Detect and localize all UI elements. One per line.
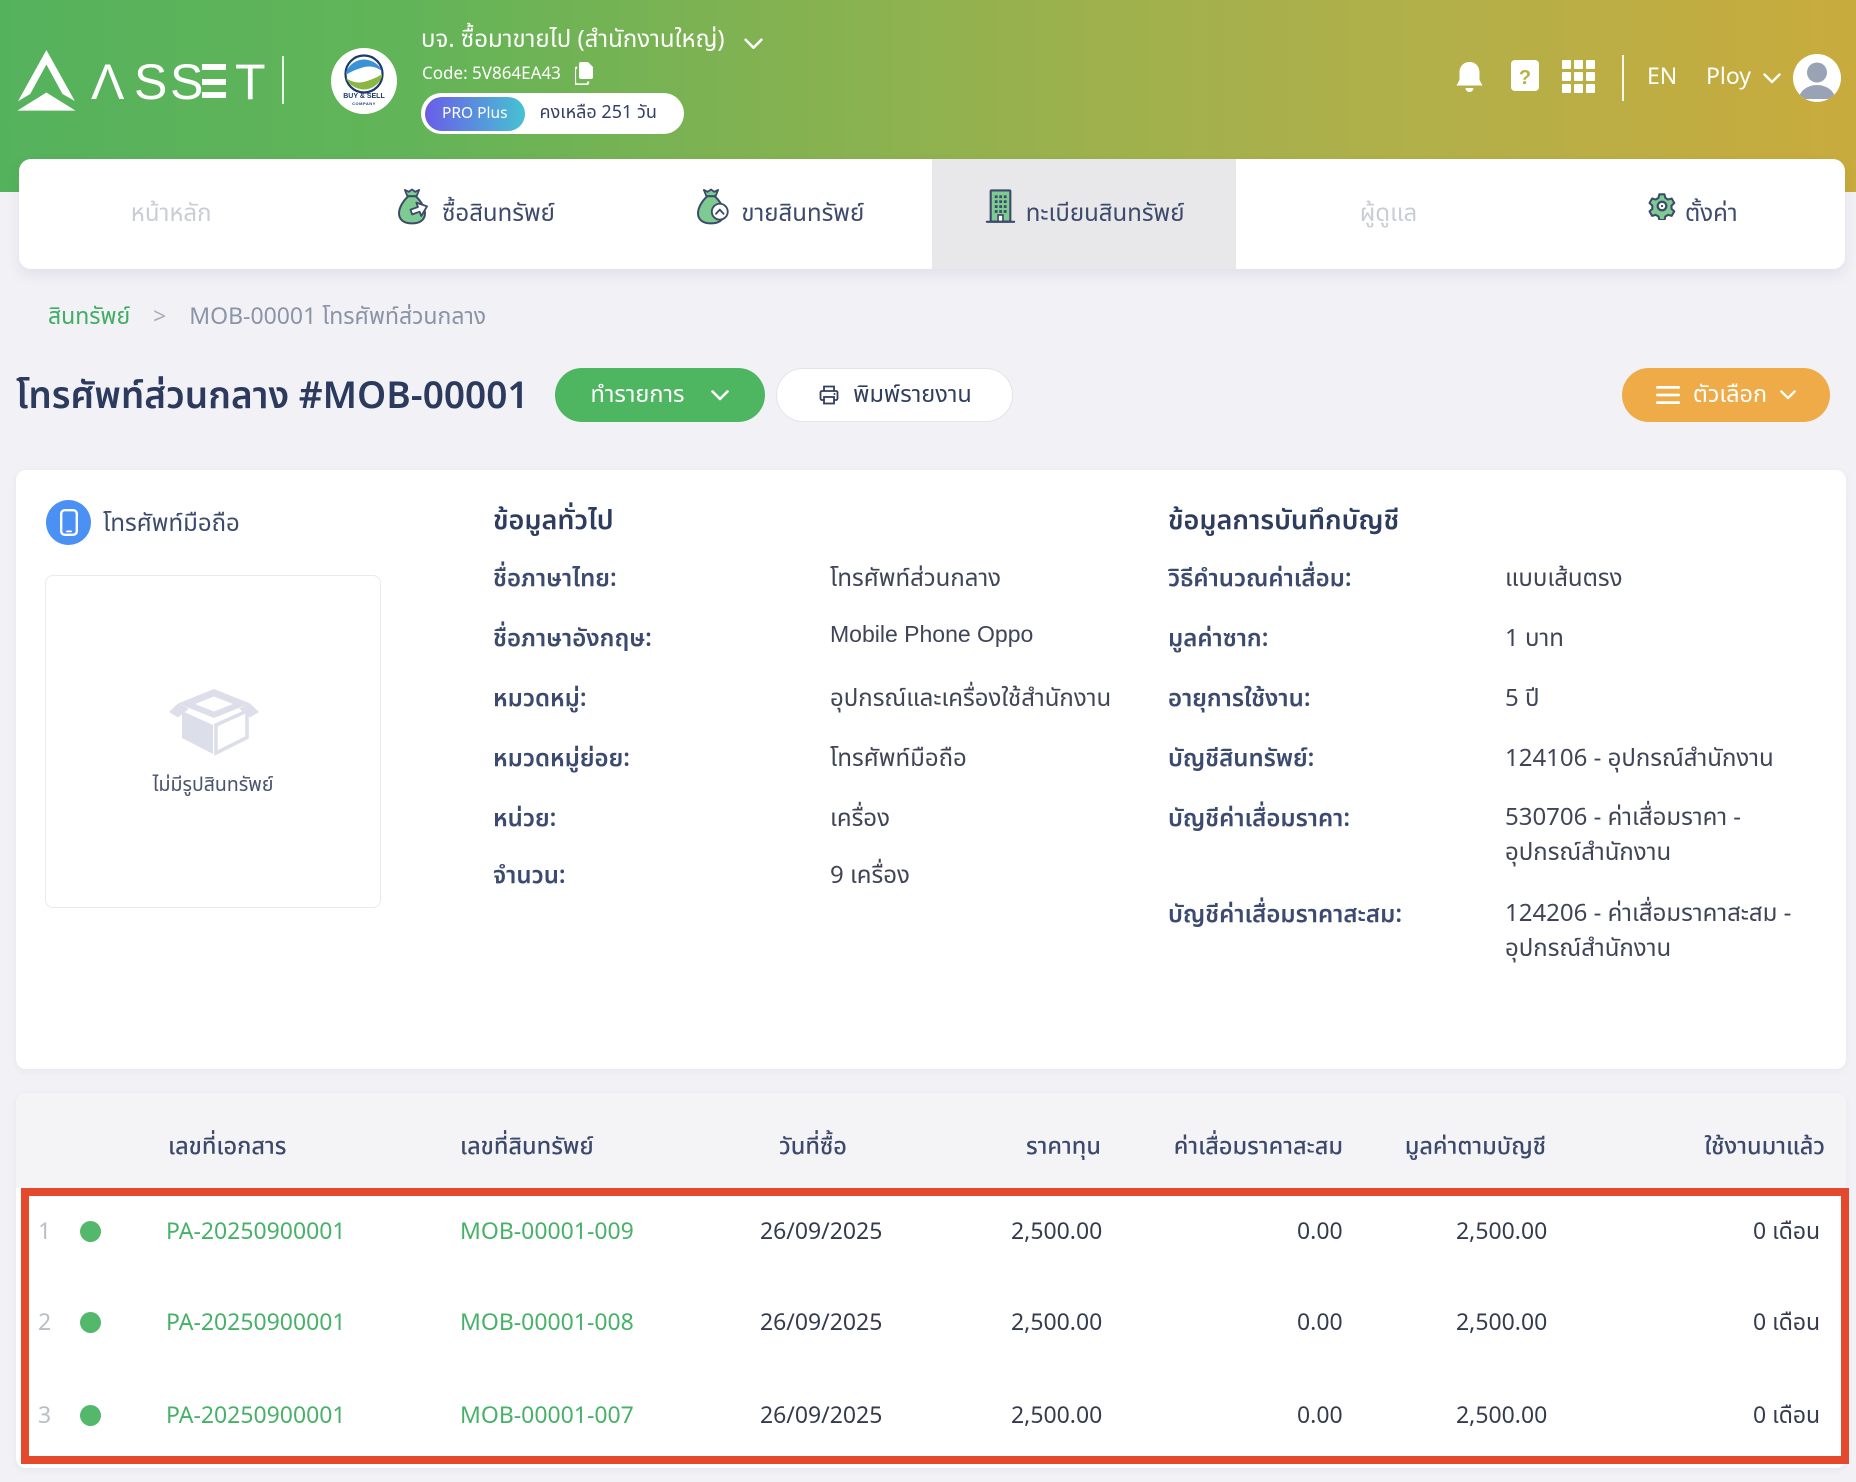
- svg-text:COMPANY: COMPANY: [352, 101, 376, 106]
- svg-text:BUY & SELL: BUY & SELL: [343, 93, 385, 100]
